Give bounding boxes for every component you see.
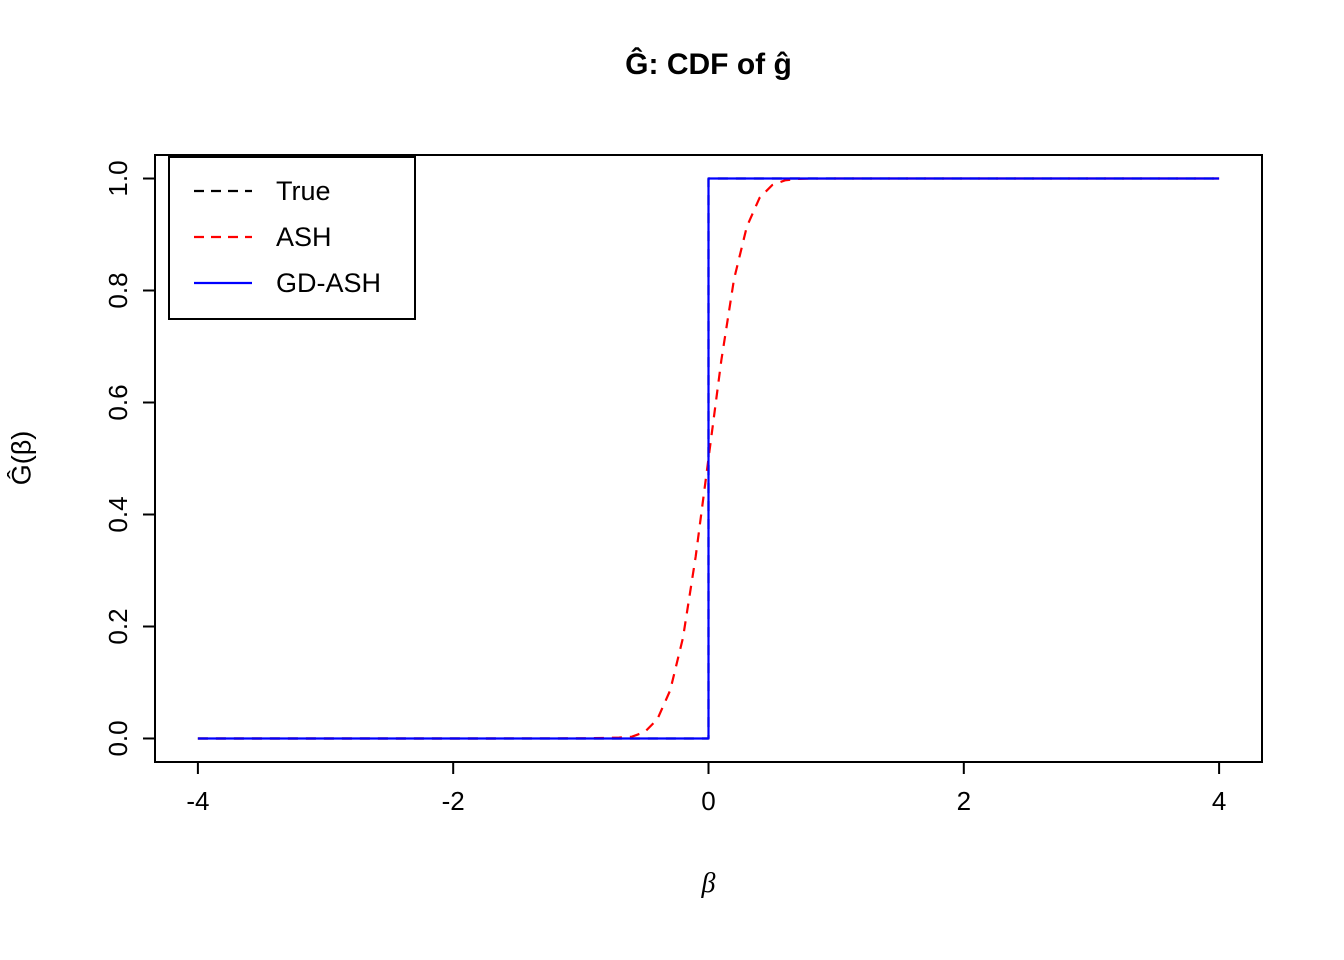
y-tick-label: 1.0 (103, 160, 133, 196)
x-tick-label: 2 (957, 786, 971, 816)
legend-label-true: True (276, 175, 331, 206)
y-axis-label: Ĝ(β) (6, 430, 37, 486)
x-tick-label: -2 (442, 786, 465, 816)
legend-label-ash: ASH (276, 221, 332, 252)
y-tick-label: 0.6 (103, 384, 133, 420)
y-tick-label: 0.8 (103, 272, 133, 308)
x-tick-label: 4 (1212, 786, 1226, 816)
x-tick-label: -4 (186, 786, 209, 816)
legend-item-true: True (194, 168, 414, 214)
x-tick-label: 0 (701, 786, 715, 816)
x-axis-label: β (701, 868, 716, 899)
legend-label-gd-ash: GD-ASH (276, 267, 382, 298)
y-tick-label: 0.2 (103, 608, 133, 644)
legend-line-sample-true (194, 189, 252, 193)
legend-line-sample-gd-ash (194, 281, 252, 285)
legend-line-sample-ash (194, 235, 252, 239)
plot-title: Ĝ: CDF of ĝ (625, 48, 792, 81)
legend-item-ash: ASH (194, 214, 414, 260)
legend-item-gd-ash: GD-ASH (194, 260, 414, 306)
legend: True ASH GD-ASH (168, 156, 416, 320)
y-tick-label: 0.0 (103, 720, 133, 756)
series-line-gd-ash (197, 177, 1220, 740)
y-tick-label: 0.4 (103, 496, 133, 532)
